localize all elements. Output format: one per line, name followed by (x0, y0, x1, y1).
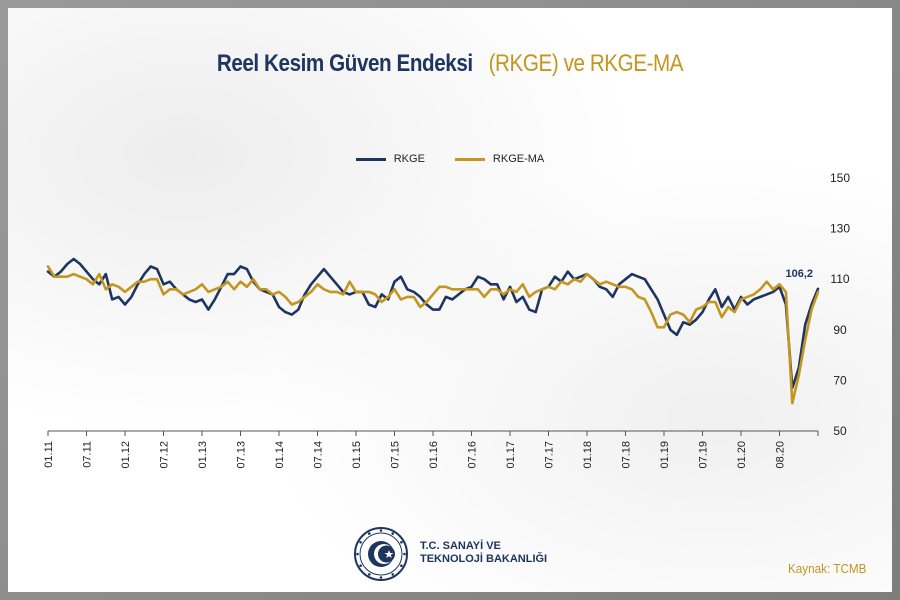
x-tick-label: 07.11 (82, 441, 94, 468)
source-note: Kaynak: TCMB (788, 561, 867, 576)
chart-title-sub: (RKGE) ve RKGE-MA (488, 50, 684, 77)
legend-swatch-rkge (355, 157, 386, 161)
legend-item-rkge: RKGE (355, 153, 425, 165)
ministry-logo (354, 527, 408, 581)
x-tick-label: 07.18 (621, 441, 633, 469)
chart-card: Reel Kesim Güven Endeksi (RKGE) ve RKGE-… (8, 8, 892, 592)
x-tick-label: 01.19 (659, 441, 671, 469)
line-chart: 01.11 07.11 01.12 07.12 01.13 07.13 01.14 07.14… (43, 171, 850, 469)
x-tick-label: 07.16 (467, 441, 479, 469)
x-tick-label: 07.13 (236, 441, 248, 469)
x-tick-label: 07.19 (698, 441, 710, 469)
x-tick-label: 01.17 (505, 441, 517, 469)
y-tick-label: 150 (830, 171, 850, 185)
x-tick-label: 01.20 (736, 441, 748, 469)
x-tick-label: 01.15 (351, 441, 363, 469)
legend-item-rkge-ma: RKGE-MA (454, 153, 545, 165)
x-tick-label: 01.11 (43, 441, 55, 468)
y-tick-label: 130 (830, 222, 850, 236)
data-label-last: 106,2 (785, 268, 813, 280)
ministry-name: T.C. SANAYİ VE TEKNOLOJİ BAKANLIĞI (420, 540, 547, 566)
x-tick-label: 01.16 (428, 441, 440, 469)
x-tick-label: 07.15 (390, 441, 402, 469)
x-tick-label: 08.20 (775, 441, 787, 469)
chart-legend: RKGE RKGE-MA (8, 153, 892, 165)
series-line-rkge-ma (46, 265, 820, 405)
legend-swatch-rkge-ma (454, 157, 485, 161)
chart-title: Reel Kesim Güven Endeksi (RKGE) ve RKGE-… (70, 50, 830, 78)
y-tick-label: 90 (833, 323, 847, 337)
y-tick-label: 110 (830, 272, 849, 286)
x-tick-label: 07.14 (313, 441, 325, 469)
y-tick-label: 50 (833, 424, 847, 438)
x-tick-label: 01.13 (197, 441, 209, 469)
series-line-rkge (46, 257, 820, 390)
x-tick-label: 01.14 (274, 441, 286, 469)
ministry-name-line1: T.C. SANAYİ VE (420, 540, 501, 552)
x-tick-label: 07.12 (159, 441, 171, 469)
x-tick-label: 07.17 (544, 441, 556, 469)
x-tick-label: 01.18 (582, 441, 594, 469)
x-tick-label: 01.12 (120, 441, 132, 469)
ministry-name-line2: TEKNOLOJİ BAKANLIĞI (420, 553, 548, 565)
chart-title-main: Reel Kesim Güven Endeksi (216, 50, 473, 77)
legend-label-rkge: RKGE (393, 153, 425, 165)
legend-label-rkge-ma: RKGE-MA (492, 153, 545, 165)
y-tick-label: 70 (833, 373, 847, 387)
